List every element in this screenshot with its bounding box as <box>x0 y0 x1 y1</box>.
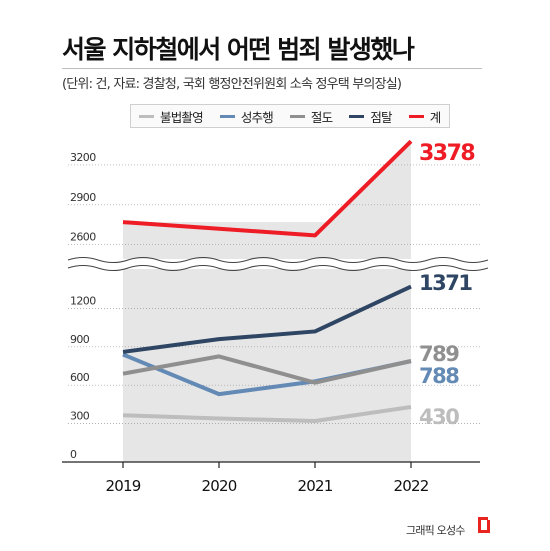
legend-swatch <box>289 114 305 118</box>
legend-label: 절도 <box>310 109 333 125</box>
axis-break-line <box>67 256 489 264</box>
y-tick-label: 300 <box>70 410 90 423</box>
legend-swatch <box>219 114 235 118</box>
legend-label: 점탈 <box>370 109 392 125</box>
y-tick-label: 900 <box>70 333 90 346</box>
legend-item-indecent-assault: 성추행 <box>212 107 282 126</box>
legend-label: 불법촬영 <box>160 109 204 125</box>
series-line <box>122 139 413 238</box>
data-label: 788 <box>419 364 459 388</box>
graphic-credit: 그래픽 오성수 <box>406 524 465 537</box>
legend-swatch <box>139 114 154 118</box>
asia-economy-logo-icon <box>478 514 494 533</box>
chart-subtitle: (단위: 건, 자료: 경찰청, 국회 행정안전위원회 소속 정우택 부의장실) <box>62 77 402 92</box>
legend-item-illegal-filming: 불법촬영 <box>131 107 212 126</box>
y-tick-label: 2900 <box>70 191 96 204</box>
data-label: 1371 <box>419 271 472 295</box>
x-tick-label: 2022 <box>394 477 429 495</box>
y-tick-label: 3200 <box>70 151 96 164</box>
data-label: 430 <box>419 405 459 429</box>
axis-break-gap <box>60 259 490 269</box>
y-tick-label: 600 <box>70 371 90 384</box>
x-tick-label: 2020 <box>202 477 237 495</box>
data-label: 789 <box>419 342 459 366</box>
legend-item-total: 계 <box>401 107 450 126</box>
series-line <box>122 284 412 354</box>
y-tick-label: 0 <box>70 448 77 461</box>
y-tick-label: 1200 <box>70 294 96 307</box>
legend-swatch <box>349 114 365 118</box>
legend-label: 성추행 <box>240 109 274 125</box>
legend-item-snatching: 점탈 <box>341 107 400 126</box>
legend-swatch <box>408 114 424 118</box>
series-line <box>122 404 412 424</box>
x-tick-label: 2021 <box>298 477 333 495</box>
title-rule <box>62 68 482 69</box>
y-tick-label: 2600 <box>70 231 96 244</box>
series-line <box>122 354 412 385</box>
legend-label: 계 <box>429 109 441 125</box>
legend-item-theft: 절도 <box>282 107 341 126</box>
axis-break-line <box>67 264 489 272</box>
x-tick-label: 2019 <box>106 477 141 495</box>
chart-title: 서울 지하철에서 어떤 범죄 발생했나 <box>62 35 415 64</box>
chart-legend: 불법촬영 성추행 절도 점탈 계 <box>130 104 451 128</box>
data-label: 3378 <box>419 141 474 166</box>
